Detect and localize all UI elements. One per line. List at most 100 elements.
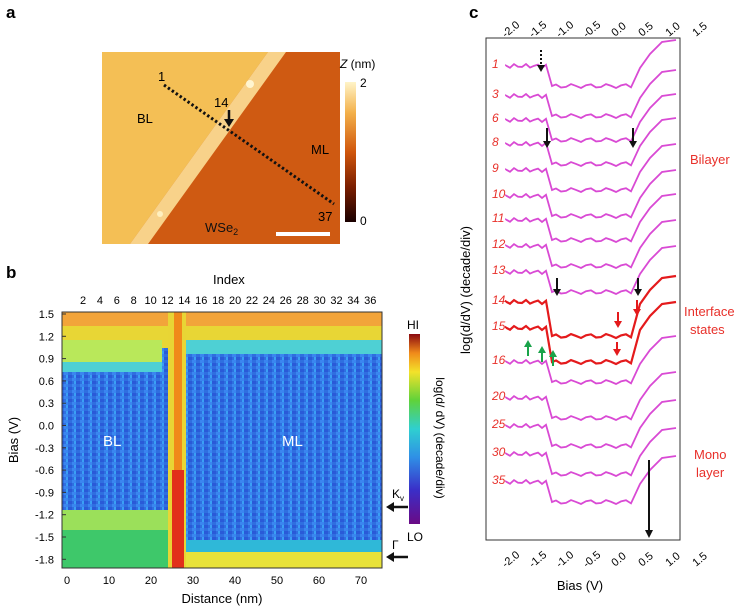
top-bias-ticks: -2.0 -1.5 -1.0 -0.5 0.0 0.5 1.0 1.5 xyxy=(500,19,710,40)
left-arrow-icon xyxy=(386,552,394,562)
down-arrow-icon xyxy=(634,289,642,296)
red-down-arrow-icon xyxy=(614,321,622,328)
colorbar-max-label: 2 xyxy=(360,76,367,90)
curve-index-label: 13 xyxy=(492,263,506,277)
spectrum-curve xyxy=(504,300,677,366)
top-bias-tick-label: -1.5 xyxy=(527,19,549,40)
index-tick-label: 6 xyxy=(114,295,120,307)
curve-index-label: 12 xyxy=(492,237,506,251)
curve-index-label: 30 xyxy=(492,445,506,459)
path-mid-label: 14 xyxy=(214,95,228,110)
index-ticks: 2 4 6 8 10 12 14 16 18 20 22 24 26 28 30 32 34 36 xyxy=(80,295,376,307)
spectrum-curve xyxy=(505,427,677,477)
bottom-bias-tick-label: -1.0 xyxy=(554,549,576,570)
spectrum-curve xyxy=(505,39,677,89)
bottom-bias-tick-label: 0.0 xyxy=(609,550,628,569)
bottom-bias-tick-label: -0.5 xyxy=(581,549,603,570)
curve-index-label: 9 xyxy=(492,161,499,175)
index-tick-label: 24 xyxy=(263,295,275,307)
path-end-label: 37 xyxy=(318,209,332,224)
distance-tick-label: 10 xyxy=(103,575,115,587)
bottom-bias-ticks: -2.0 -1.5 -1.0 -0.5 0.0 0.5 1.0 1.5 xyxy=(500,549,710,570)
spectra-curves xyxy=(504,39,677,505)
map-region-bl-label: BL xyxy=(103,433,121,450)
bottom-bias-tick-label: 1.5 xyxy=(690,550,709,569)
step-edge xyxy=(130,52,286,244)
curve-index-label: 8 xyxy=(492,135,499,149)
spectra-frame xyxy=(485,37,681,541)
spectra-x-label: Bias (V) xyxy=(557,578,603,593)
interface-label-line1: Interface xyxy=(684,304,735,319)
colorbar-min-label: 0 xyxy=(360,214,367,228)
distance-ticks: 0 10 20 30 40 50 60 70 xyxy=(64,575,367,587)
top-bias-tick-label: -1.0 xyxy=(554,19,576,40)
top-bias-tick-label: 1.0 xyxy=(663,20,682,39)
curve-index-label: 3 xyxy=(492,87,499,101)
index-tick-label: 12 xyxy=(161,295,173,307)
curve-index-label: 15 xyxy=(492,319,506,333)
map-region-ml-label: ML xyxy=(282,433,303,450)
colorbar-hi-label: HI xyxy=(407,318,419,332)
spectrum-curve xyxy=(505,335,677,385)
distance-tick-label: 0 xyxy=(64,575,70,587)
distance-axis-label: Distance (nm) xyxy=(182,591,263,606)
distance-tick-label: 50 xyxy=(271,575,283,587)
distance-tick-label: 60 xyxy=(313,575,325,587)
bias-tick-label: -0.3 xyxy=(35,443,54,455)
down-arrow-icon xyxy=(537,65,545,72)
distance-tick-label: 20 xyxy=(145,575,157,587)
bias-tick-label: 1.5 xyxy=(39,309,54,321)
curve-index-label: 35 xyxy=(492,473,506,487)
height-colorbar xyxy=(345,82,356,222)
spectrum-curve xyxy=(505,143,677,193)
spectrum-curve xyxy=(505,455,677,505)
bias-tick-label: -1.2 xyxy=(35,510,54,522)
didv-colorbar-title: log(d/ dV) (decade/div) xyxy=(433,377,447,498)
spectrum-curve xyxy=(505,169,677,219)
bottom-bias-tick-label: -1.5 xyxy=(527,549,549,570)
bias-tick-label: -1.8 xyxy=(35,554,54,566)
index-tick-label: 18 xyxy=(212,295,224,307)
bias-tick-label: 0.6 xyxy=(39,376,54,388)
index-axis-title: Index xyxy=(213,272,245,287)
region-bl-label: BL xyxy=(137,111,153,126)
curve-index-label: 1 xyxy=(492,57,499,71)
index-tick-label: 26 xyxy=(280,295,292,307)
spectrum-curve xyxy=(505,69,677,119)
spectrum-curve xyxy=(505,93,677,143)
spectrum-curve xyxy=(504,274,677,340)
curve-index-label: 16 xyxy=(492,353,506,367)
curve-index-label: 25 xyxy=(491,417,506,431)
down-arrow-icon xyxy=(629,141,637,148)
spectrum-curve xyxy=(505,371,677,421)
kv-marker-label: Kv xyxy=(392,487,404,503)
top-bias-tick-label: 0.5 xyxy=(636,20,655,39)
bottom-bias-tick-label: 1.0 xyxy=(663,550,682,569)
panel-c-label: c xyxy=(469,3,478,22)
index-tick-label: 2 xyxy=(80,295,86,307)
bottom-bias-tick-label: -2.0 xyxy=(500,549,522,570)
curve-index-label: 14 xyxy=(492,293,506,307)
curve-index-label: 10 xyxy=(492,187,506,201)
distance-tick-label: 40 xyxy=(229,575,241,587)
stm-topography-image xyxy=(102,52,340,244)
red-down-arrow-icon xyxy=(633,309,641,316)
index-tick-label: 16 xyxy=(195,295,207,307)
top-bias-tick-label: -2.0 xyxy=(500,19,522,40)
spectrum-curve xyxy=(505,193,677,243)
didv-colorbar xyxy=(409,334,420,524)
index-tick-label: 30 xyxy=(313,295,325,307)
index-tick-label: 14 xyxy=(178,295,190,307)
bias-tick-label: 1.2 xyxy=(39,331,54,343)
index-tick-label: 8 xyxy=(131,295,137,307)
index-tick-label: 28 xyxy=(297,295,309,307)
colorbar-lo-label: LO xyxy=(407,530,423,544)
down-arrow-icon xyxy=(553,289,561,296)
down-arrow-icon xyxy=(224,119,234,127)
index-tick-label: 34 xyxy=(347,295,359,307)
top-bias-tick-label: -0.5 xyxy=(581,19,603,40)
green-up-arrow-icon xyxy=(538,346,546,353)
bias-tick-label: 0.9 xyxy=(39,354,54,366)
bias-tick-label: -1.5 xyxy=(35,532,54,544)
